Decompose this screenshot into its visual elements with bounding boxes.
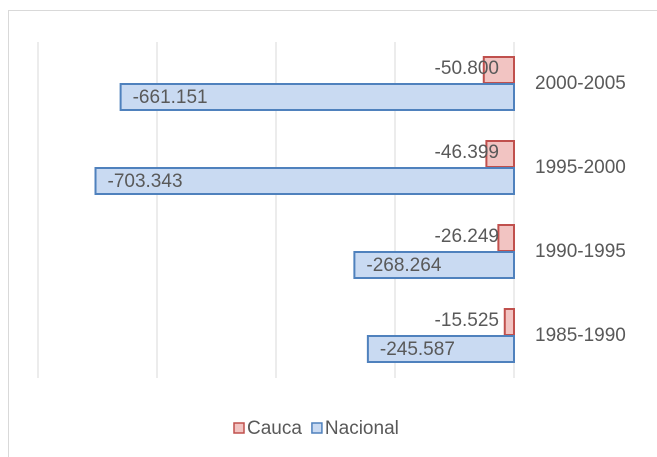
legend-swatch	[233, 422, 245, 434]
bar	[366, 335, 515, 363]
legend-label: Nacional	[325, 418, 399, 439]
chart-border	[8, 10, 657, 457]
data-label: -245.587	[380, 339, 455, 360]
legend-label: Cauca	[247, 418, 302, 439]
data-label: -703.343	[108, 171, 183, 192]
bar	[94, 167, 515, 195]
data-label: -15.525	[435, 310, 499, 331]
data-label: -268.264	[366, 255, 441, 276]
bar	[353, 251, 516, 279]
data-label: -661.151	[133, 87, 208, 108]
category-label: 2000-2005	[535, 73, 626, 94]
data-label: -26.249	[435, 226, 499, 247]
category-label: 1995-2000	[535, 157, 626, 178]
legend-swatch	[311, 422, 323, 434]
bar	[497, 224, 515, 252]
data-label: -46.399	[435, 142, 499, 163]
bar	[119, 83, 516, 111]
bar	[485, 140, 516, 168]
bar	[503, 308, 516, 336]
category-label: 1990-1995	[535, 241, 626, 262]
category-label: 1985-1990	[535, 325, 626, 346]
data-label: -50.800	[435, 58, 499, 79]
